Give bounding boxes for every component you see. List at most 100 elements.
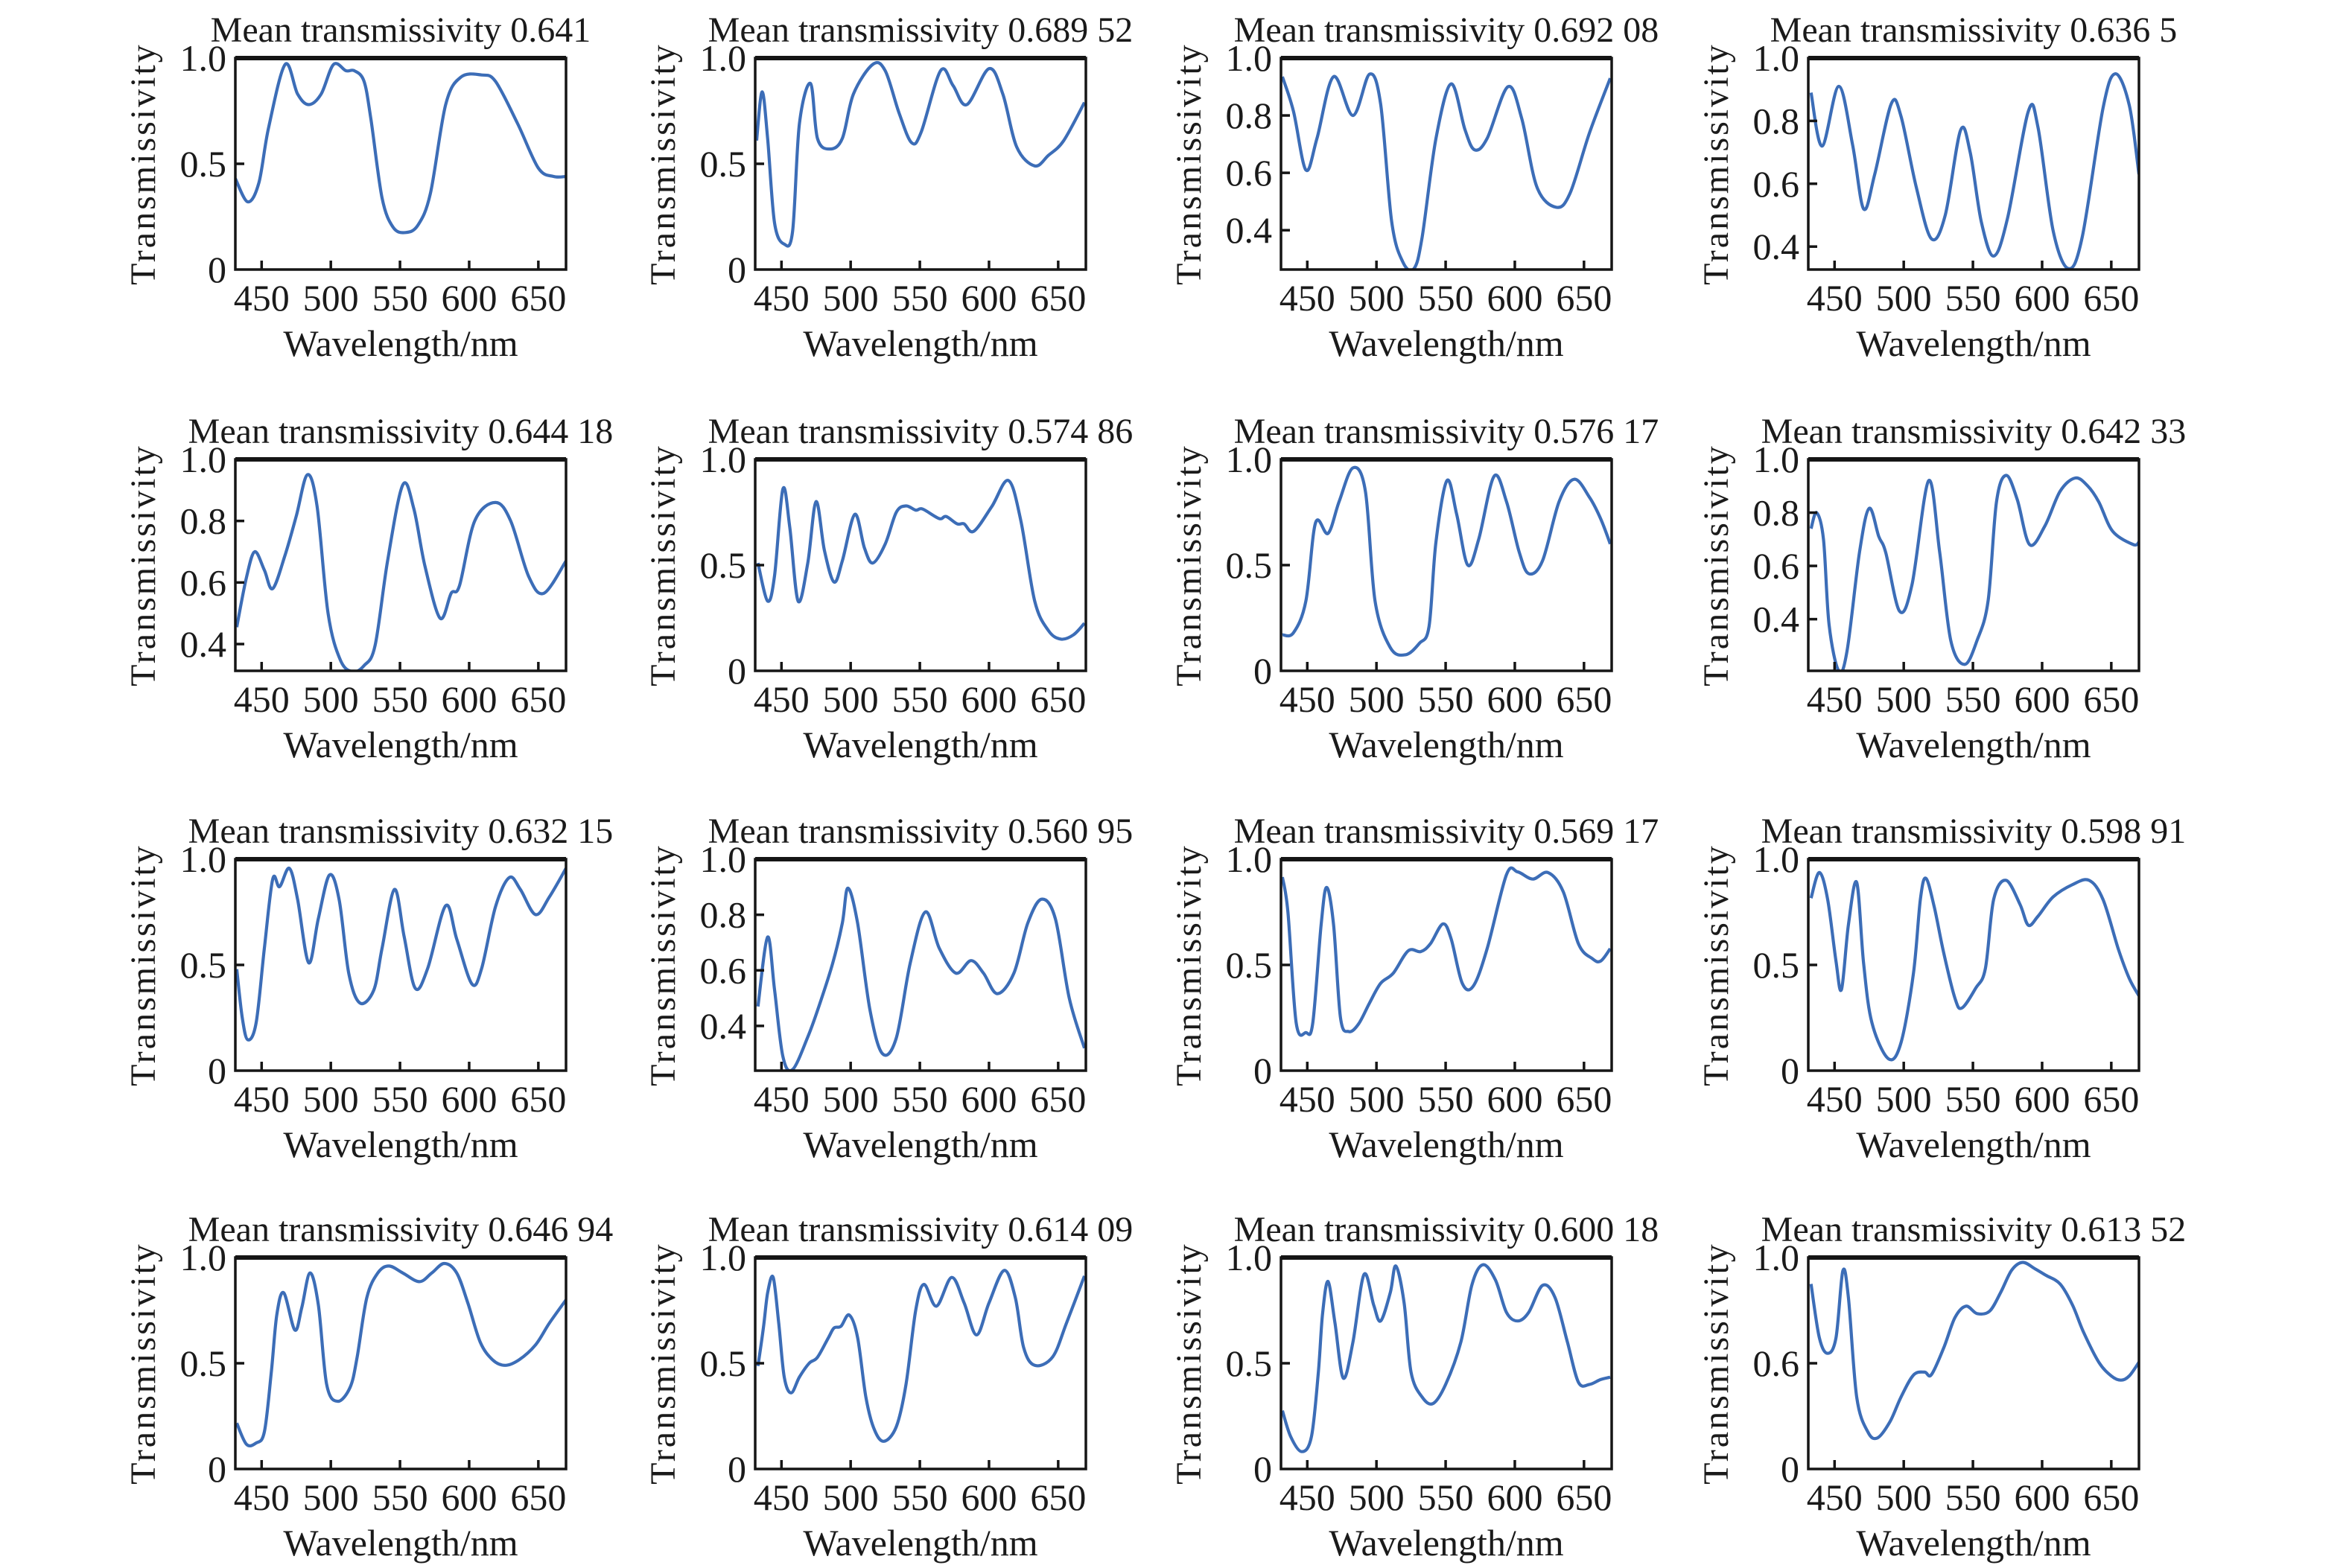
y-tick-label: 0.4 [1753, 599, 1800, 640]
y-tick-label: 0.5 [180, 1342, 227, 1384]
x-tick-label: 600 [961, 678, 1017, 720]
chart-panel-14: Mean transmissivity 0.614 09 450 500 550 600… [643, 1210, 1133, 1564]
y-tick-label: 0.8 [700, 894, 747, 936]
x-tick-label: 500 [1349, 1078, 1405, 1120]
x-tick-label: 500 [1876, 1476, 1932, 1518]
chart-title: Mean transmissivity 0.569 17 [1234, 812, 1659, 851]
chart-panel-9: Mean transmissivity 0.632 15 450 500 550 600… [124, 812, 613, 1165]
y-tick-label: 0.5 [1753, 944, 1800, 986]
y-tick-label: 1.0 [700, 1237, 747, 1278]
x-tick-label: 550 [372, 1476, 428, 1518]
y-tick-label: 0 [1781, 1050, 1799, 1091]
x-tick-label: 600 [2014, 277, 2070, 319]
y-tick-label: 0.8 [1753, 492, 1800, 534]
x-tick-label: 600 [1487, 678, 1542, 720]
x-axis-label: Wavelength/nm [1329, 322, 1563, 364]
y-tick-label: 0 [208, 1050, 226, 1091]
y-tick-label: 0.5 [1226, 1342, 1273, 1384]
x-tick-label: 650 [1556, 1078, 1612, 1120]
x-tick-label: 550 [1418, 1078, 1474, 1120]
y-axis-label: Transmissivity [124, 444, 163, 686]
x-axis-label: Wavelength/nm [283, 1124, 518, 1165]
chart-title: Mean transmissivity 0.560 95 [708, 812, 1134, 851]
x-tick-label: 600 [1487, 277, 1542, 319]
x-tick-label: 500 [1349, 1476, 1405, 1518]
y-tick-label: 1.0 [700, 37, 747, 79]
chart-panel-7: Mean transmissivity 0.576 17 450 500 550 600… [1169, 412, 1659, 765]
y-axis-label: Transmissivity [1169, 844, 1209, 1086]
y-axis-label: Transmissivity [1169, 1242, 1209, 1485]
plot-frame [234, 57, 568, 271]
y-tick-label: 1.0 [180, 37, 227, 79]
y-tick-label: 0.5 [1226, 544, 1273, 586]
y-tick-label: 0.6 [1753, 545, 1800, 587]
x-axis-label: Wavelength/nm [803, 724, 1037, 765]
y-tick-label: 1.0 [180, 838, 227, 880]
y-tick-label: 0 [1781, 1448, 1799, 1490]
transmissivity-series-line [235, 867, 566, 1042]
x-tick-label: 550 [892, 1078, 948, 1120]
chart-title: Mean transmissivity 0.636 5 [1770, 10, 2178, 50]
x-tick-label: 500 [823, 1476, 879, 1518]
x-tick-label: 650 [510, 277, 566, 319]
x-tick-label: 450 [1280, 1476, 1335, 1518]
x-tick-label: 550 [1945, 1476, 2001, 1518]
transmissivity-series-line [756, 886, 1086, 1071]
x-tick-label: 600 [441, 277, 497, 319]
y-tick-label: 0 [728, 650, 746, 692]
transmissivity-series-line [235, 62, 566, 235]
y-tick-label: 0 [208, 1448, 226, 1490]
x-tick-label: 500 [1349, 678, 1405, 720]
y-tick-label: 0.5 [180, 143, 227, 185]
x-tick-label: 650 [510, 1078, 566, 1120]
transmissivity-series-line [756, 1269, 1086, 1443]
x-tick-label: 450 [1807, 678, 1863, 720]
x-tick-label: 550 [892, 678, 948, 720]
transmissivity-series-line [235, 1261, 566, 1448]
chart-panel-8: Mean transmissivity 0.642 33 450 500 550 600… [1697, 412, 2186, 765]
x-axis-label: Wavelength/nm [283, 724, 518, 765]
chart-title: Mean transmissivity 0.644 18 [188, 412, 614, 451]
x-axis-label: Wavelength/nm [1856, 1522, 2091, 1564]
y-axis-label: Transmissivity [643, 444, 683, 686]
chart-title: Mean transmissivity 0.632 15 [188, 812, 614, 851]
x-axis-label: Wavelength/nm [283, 1522, 518, 1564]
y-tick-label: 0.8 [1226, 95, 1273, 136]
x-tick-label: 550 [372, 277, 428, 319]
y-tick-label: 0.4 [180, 623, 227, 665]
x-tick-label: 600 [2014, 678, 2070, 720]
y-tick-label: 0.8 [1753, 100, 1800, 141]
x-axis-label: Wavelength/nm [1329, 1522, 1563, 1564]
chart-title: Mean transmissivity 0.613 52 [1761, 1210, 2187, 1249]
x-tick-label: 600 [441, 678, 497, 720]
x-tick-label: 450 [234, 277, 290, 319]
x-tick-label: 550 [1418, 678, 1474, 720]
y-axis-label: Transmissivity [124, 1242, 163, 1485]
y-axis-label: Transmissivity [643, 1242, 683, 1485]
chart-panel-11: Mean transmissivity 0.569 17 450 500 550 600… [1169, 812, 1659, 1165]
y-tick-label: 0.6 [1226, 152, 1273, 194]
y-axis-label: Transmissivity [1697, 1242, 1736, 1485]
x-axis-label: Wavelength/nm [283, 322, 518, 364]
y-tick-label: 1.0 [700, 838, 747, 880]
transmissivity-series-line [756, 479, 1086, 641]
x-tick-label: 450 [1280, 1078, 1335, 1120]
y-tick-label: 0.6 [700, 949, 747, 991]
x-tick-label: 650 [1556, 1476, 1612, 1518]
transmissivity-series-line [1281, 72, 1612, 270]
y-tick-label: 0 [1253, 650, 1272, 692]
chart-panel-6: Mean transmissivity 0.574 86 450 500 550 600… [643, 412, 1133, 765]
y-tick-label: 0.4 [1753, 226, 1800, 267]
x-tick-label: 500 [1876, 277, 1932, 319]
x-tick-label: 650 [1030, 1078, 1086, 1120]
plot-frame [754, 858, 1087, 1072]
y-tick-label: 0.5 [700, 1342, 747, 1384]
transmissivity-series-line [1809, 72, 2139, 270]
chart-title: Mean transmissivity 0.576 17 [1234, 412, 1659, 451]
y-axis-label: Transmissivity [1697, 444, 1736, 686]
x-tick-label: 650 [1556, 277, 1612, 319]
chart-title: Mean transmissivity 0.574 86 [708, 412, 1134, 451]
y-tick-label: 0.4 [1226, 209, 1273, 251]
